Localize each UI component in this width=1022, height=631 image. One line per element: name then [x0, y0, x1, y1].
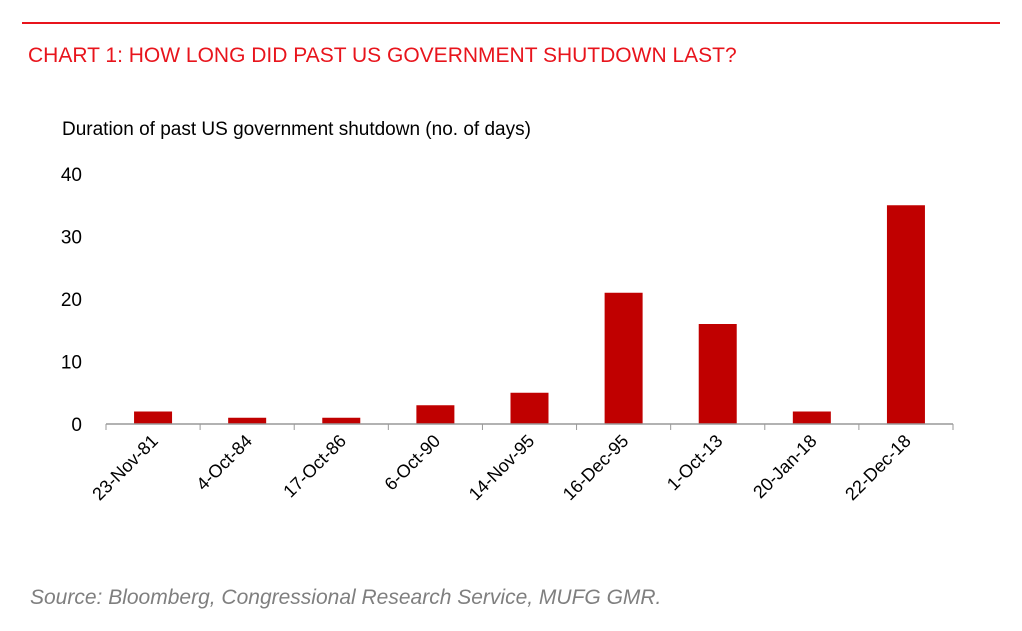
- x-tick-label: 14-Nov-95: [465, 431, 539, 505]
- bar: [228, 417, 267, 424]
- x-tick-label: 22-Dec-18: [841, 431, 915, 505]
- bar: [792, 411, 831, 424]
- chart-subtitle: Duration of past US government shutdown …: [62, 119, 531, 140]
- source-note: Source: Bloomberg, Congressional Researc…: [30, 586, 662, 609]
- header-rule: [22, 22, 1000, 24]
- bar: [510, 392, 549, 424]
- bar: [416, 405, 455, 424]
- y-tick-label: 10: [61, 353, 82, 374]
- y-tick-label: 0: [71, 415, 82, 436]
- bar: [322, 417, 361, 424]
- bar: [134, 411, 173, 424]
- y-tick-label: 30: [61, 228, 82, 249]
- x-tick-label: 6-Oct-90: [381, 431, 445, 495]
- x-tick-label: 16-Dec-95: [559, 431, 633, 505]
- x-tick-label: 1-Oct-13: [663, 431, 727, 495]
- bar: [698, 324, 737, 424]
- x-tick-label: 20-Jan-18: [749, 431, 820, 502]
- bar: [886, 205, 925, 424]
- x-tick-label: 4-Oct-84: [192, 431, 256, 495]
- chart-title: CHART 1: HOW LONG DID PAST US GOVERNMENT…: [28, 44, 737, 67]
- bar: [604, 292, 643, 424]
- x-tick-label: 17-Oct-86: [279, 431, 350, 502]
- y-tick-label: 40: [61, 165, 82, 186]
- x-tick-label: 23-Nov-81: [88, 431, 162, 505]
- y-tick-label: 20: [61, 290, 82, 311]
